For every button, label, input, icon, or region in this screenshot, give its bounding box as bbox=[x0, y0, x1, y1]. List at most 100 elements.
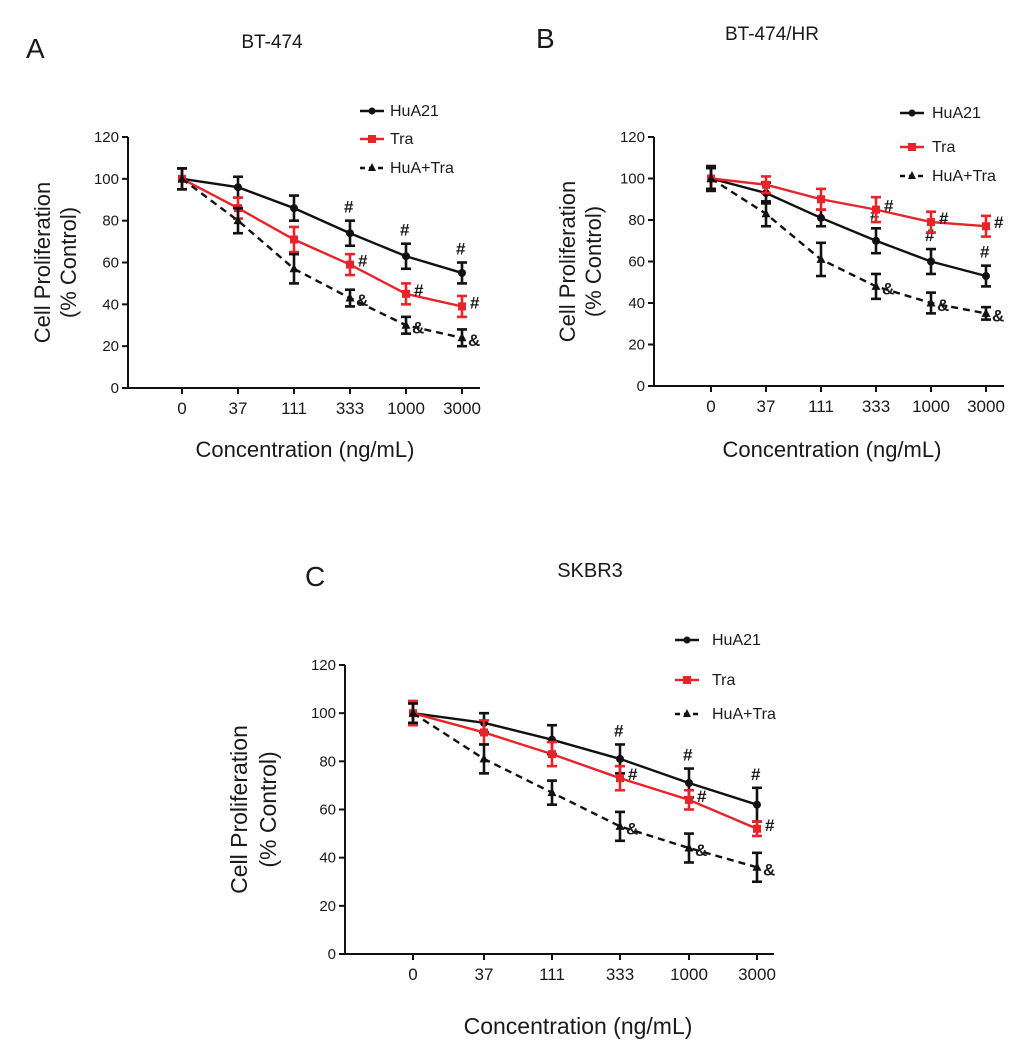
y-tick-label: 120 bbox=[620, 129, 645, 146]
legend-marker bbox=[368, 163, 376, 171]
y-tick-label: 120 bbox=[94, 129, 119, 146]
y-tick-label: 120 bbox=[311, 657, 336, 674]
data-point bbox=[685, 795, 693, 804]
y-tick-label: 60 bbox=[102, 255, 119, 272]
y-tick-label: 80 bbox=[628, 212, 645, 229]
series-line bbox=[181, 177, 463, 308]
data-point bbox=[761, 208, 771, 218]
y-tick-label: 40 bbox=[319, 850, 336, 867]
significance-mark: # bbox=[683, 746, 693, 765]
significance-mark: # bbox=[614, 721, 624, 740]
data-point bbox=[177, 173, 187, 183]
data-point bbox=[479, 753, 489, 763]
legend-label: Tra bbox=[712, 672, 736, 689]
legend-marker bbox=[683, 676, 691, 684]
x-tick-label: 333 bbox=[336, 399, 364, 418]
data-point bbox=[706, 173, 716, 182]
significance-mark: # bbox=[884, 197, 894, 216]
data-point bbox=[684, 843, 694, 852]
y-tick-label: 0 bbox=[637, 378, 645, 395]
data-point bbox=[685, 779, 693, 788]
x-tick-label: 0 bbox=[706, 397, 715, 416]
data-point bbox=[458, 268, 466, 277]
y-tick-label: 80 bbox=[102, 213, 119, 230]
legend-marker bbox=[368, 135, 376, 143]
data-point bbox=[982, 222, 990, 231]
x-tick-label: 1000 bbox=[912, 397, 950, 416]
data-point bbox=[616, 754, 624, 763]
significance-mark: # bbox=[751, 765, 761, 784]
significance-mark: # bbox=[456, 240, 466, 259]
legend-marker bbox=[683, 709, 691, 717]
y-tick-label: 0 bbox=[111, 380, 119, 397]
data-point bbox=[290, 235, 298, 244]
data-point bbox=[480, 728, 488, 737]
significance-mark: # bbox=[414, 281, 424, 300]
y-axis-label-line1: Cell Proliferation bbox=[555, 181, 580, 342]
y-axis-label-line2: (% Control) bbox=[581, 206, 606, 317]
series-line bbox=[412, 712, 758, 830]
legend-label: Tra bbox=[390, 131, 414, 148]
legend-label: Tra bbox=[932, 139, 956, 156]
y-tick-label: 60 bbox=[319, 802, 336, 819]
significance-mark: & bbox=[412, 318, 424, 337]
significance-mark: # bbox=[939, 209, 949, 228]
series-tra: # # # bbox=[177, 167, 480, 319]
data-point bbox=[872, 205, 880, 214]
data-point bbox=[817, 213, 825, 222]
y-tick-label: 20 bbox=[319, 898, 336, 915]
data-point bbox=[547, 787, 557, 797]
data-point bbox=[981, 308, 991, 317]
significance-mark: & bbox=[882, 279, 894, 298]
legend-marker bbox=[908, 109, 916, 117]
data-point bbox=[616, 774, 624, 783]
data-point bbox=[402, 252, 410, 261]
x-axis-label: Concentration (ng/mL) bbox=[464, 1013, 693, 1039]
y-tick-label: 0 bbox=[328, 946, 336, 963]
y-tick-label: 100 bbox=[94, 171, 119, 188]
data-point bbox=[816, 254, 826, 263]
data-point bbox=[457, 332, 467, 342]
data-point bbox=[408, 708, 418, 717]
series-hua-tra: & & & bbox=[177, 167, 480, 350]
data-point bbox=[290, 204, 298, 213]
significance-mark: & bbox=[356, 291, 368, 310]
significance-mark: # bbox=[925, 226, 935, 245]
significance-mark: # bbox=[628, 765, 638, 784]
x-tick-label: 1000 bbox=[387, 399, 425, 418]
significance-mark: # bbox=[980, 243, 990, 262]
y-tick-label: 100 bbox=[311, 705, 336, 722]
significance-mark: # bbox=[358, 252, 368, 271]
data-point bbox=[926, 298, 936, 307]
significance-mark: # bbox=[994, 213, 1004, 232]
series-line bbox=[181, 177, 463, 275]
data-point bbox=[233, 215, 243, 225]
data-point bbox=[762, 180, 770, 189]
series-line bbox=[181, 177, 463, 339]
legend-label: HuA21 bbox=[390, 103, 439, 120]
data-point bbox=[872, 236, 880, 245]
data-point bbox=[458, 302, 466, 311]
significance-mark: & bbox=[937, 296, 949, 315]
legend-label: HuA+Tra bbox=[390, 160, 454, 177]
significance-mark: # bbox=[400, 221, 410, 240]
data-point bbox=[234, 183, 242, 192]
series-line bbox=[710, 177, 987, 228]
chart-panel-b: B BT-474/HR 0 20 40 60 80 100 120 0 37 111 333 1000 30… bbox=[536, 23, 1005, 462]
series-hua21: # # # bbox=[408, 699, 762, 823]
y-tick-label: 100 bbox=[620, 171, 645, 188]
significance-mark: & bbox=[695, 841, 707, 860]
series-hua-tra: & & & bbox=[706, 166, 1004, 325]
legend-marker bbox=[908, 143, 916, 151]
legend-label: HuA21 bbox=[712, 632, 761, 649]
x-tick-label: 3000 bbox=[738, 965, 776, 984]
significance-mark: # bbox=[344, 198, 354, 217]
x-tick-label: 111 bbox=[808, 397, 834, 416]
x-tick-label: 0 bbox=[177, 399, 186, 418]
y-axis-label-line2: (% Control) bbox=[56, 207, 81, 318]
significance-mark: & bbox=[763, 860, 775, 879]
x-tick-label: 37 bbox=[229, 399, 248, 418]
chart-title: BT-474 bbox=[241, 32, 303, 53]
significance-mark: & bbox=[992, 306, 1004, 325]
